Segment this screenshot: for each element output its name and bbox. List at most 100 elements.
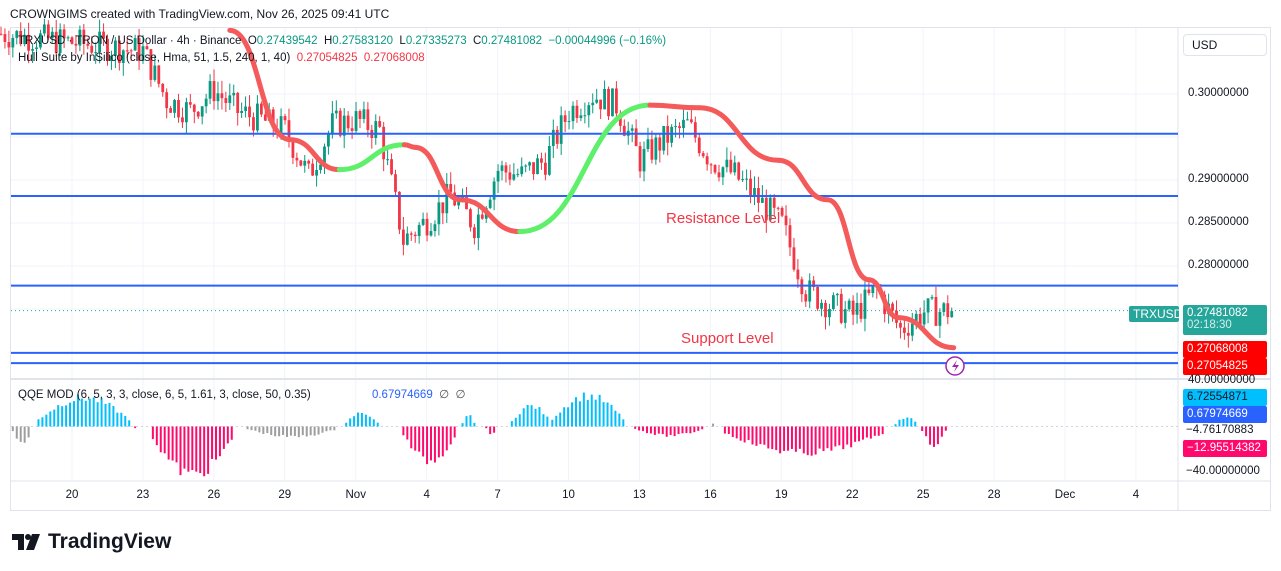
candle-body: [567, 121, 571, 123]
candle-body: [192, 104, 196, 112]
candle-body: [358, 111, 362, 119]
hull-segment: [895, 315, 957, 351]
candle-body: [579, 115, 583, 119]
candle-body: [828, 309, 831, 318]
candle-body: [863, 289, 867, 319]
candle-body: [421, 218, 425, 225]
tradingview-logo[interactable]: TradingView: [12, 530, 171, 554]
candle-body: [62, 29, 66, 39]
tradingview-logo-icon: [12, 534, 40, 550]
currency-button[interactable]: USD: [1183, 34, 1267, 56]
candle-body: [173, 100, 176, 113]
candle-body: [11, 37, 15, 48]
candle-body: [800, 279, 804, 295]
hull-price-label-2: 0.27054825: [1183, 358, 1267, 375]
candle-body: [674, 126, 677, 128]
candle-body: [165, 92, 169, 109]
candle-body: [934, 297, 938, 326]
candle-body: [327, 133, 330, 147]
candle-body: [330, 113, 334, 134]
candle-body: [27, 34, 31, 51]
candle-body: [599, 99, 603, 110]
candle-body: [536, 158, 539, 175]
symbol-legend[interactable]: TRXUSD · TRON / US Dollar · 4h · Binance…: [18, 35, 666, 47]
candle-body: [705, 156, 709, 165]
candle-body: [117, 40, 121, 63]
candle-body: [220, 93, 224, 99]
candle-body: [847, 300, 851, 310]
hull-legend[interactable]: Hull Suite by InSilico (close, Hma, 51, …: [18, 52, 425, 64]
candle-body: [630, 128, 634, 131]
candle-body: [169, 108, 173, 113]
candle-body: [772, 197, 776, 208]
candle-body: [449, 184, 453, 193]
last-price-label: 0.27481082 02:18:30: [1183, 305, 1267, 335]
candle-body: [851, 300, 855, 315]
candle-body: [382, 126, 386, 160]
candle-body: [394, 174, 397, 192]
candle-body: [78, 29, 82, 46]
candle-body: [212, 81, 216, 102]
logo-text: TradingView: [48, 530, 172, 553]
candle-body: [256, 103, 259, 131]
candle-body: [200, 106, 204, 117]
chart-header: CROWNGIMS created with TradingView.com, …: [10, 7, 390, 21]
qqe-na-2: ∅: [455, 389, 466, 401]
candle-body: [417, 224, 421, 237]
high-value: 0.27583120: [332, 35, 394, 47]
candle-body: [741, 179, 745, 181]
candle-body: [23, 34, 27, 45]
candle-body: [831, 295, 835, 310]
candle-body: [82, 29, 86, 44]
candle-body: [899, 322, 902, 328]
candle-body: [788, 225, 792, 248]
candle-body: [307, 160, 311, 164]
candle-body: [90, 45, 94, 53]
candle-body: [733, 162, 737, 173]
candle-body: [303, 160, 307, 166]
candle-body: [508, 172, 512, 180]
candle-body: [74, 43, 78, 46]
candle-body: [922, 312, 926, 325]
candle-body: [386, 159, 389, 161]
qqe-legend[interactable]: QQE MOD (6, 5, 3, 3, close, 6, 5, 1.61, …: [18, 387, 466, 401]
candle-body: [603, 88, 606, 110]
candle-body: [571, 105, 575, 122]
candle-body: [121, 50, 125, 63]
last-price: 0.27481082: [1187, 307, 1248, 319]
candle-body: [153, 65, 157, 80]
open-label: O: [247, 35, 257, 47]
candle-body: [555, 129, 559, 144]
candle-body: [780, 207, 784, 216]
candle-body: [137, 38, 141, 61]
candle-body: [492, 181, 496, 200]
candle-body: [228, 95, 232, 103]
date-tick: 19: [774, 489, 788, 501]
candle-body: [94, 52, 98, 54]
candle-body: [551, 129, 555, 147]
candle-body: [279, 116, 283, 135]
candle-body: [504, 165, 508, 173]
candle-body: [86, 43, 90, 46]
candle-body: [401, 229, 405, 245]
date-tick: 7: [494, 489, 501, 501]
candle-body: [544, 162, 547, 175]
date-tick: 22: [845, 489, 859, 501]
candle-body: [54, 31, 58, 54]
hull-segment: [287, 137, 342, 173]
candle-body: [914, 313, 918, 324]
candle-body: [804, 294, 808, 302]
candle-body: [476, 214, 480, 239]
candle-body: [188, 102, 192, 105]
high-label: H: [323, 35, 333, 47]
candle-body: [906, 332, 910, 336]
support-annotation: Support Level: [681, 330, 774, 347]
candle-body: [319, 164, 322, 171]
hull-value-1: 0.27054825: [296, 52, 358, 64]
hull-segment: [412, 144, 464, 203]
candle-body: [721, 167, 725, 178]
candle-body: [181, 117, 184, 123]
candle-body: [693, 122, 697, 138]
candle-body: [792, 247, 796, 270]
